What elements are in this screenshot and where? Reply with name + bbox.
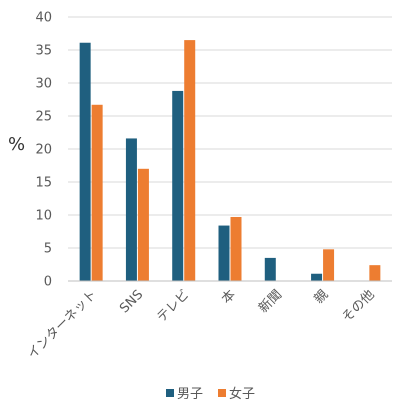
- bar-girls-0: [91, 104, 103, 281]
- bar-boys-5: [311, 273, 323, 281]
- y-tick-label: 30: [35, 77, 52, 92]
- bar-boys-1: [125, 138, 137, 281]
- bar-boys-0: [79, 42, 91, 281]
- x-category-label: 本: [219, 287, 239, 307]
- y-tick-label: 0: [44, 275, 52, 290]
- bar-boys-4: [264, 257, 276, 281]
- legend-swatch: [166, 389, 174, 397]
- legend-label: 男子: [177, 387, 203, 402]
- y-tick-label: 35: [35, 44, 52, 59]
- bar-girls-3: [230, 216, 242, 281]
- gridlines: [68, 16, 392, 249]
- x-category-label: SNS: [117, 287, 146, 316]
- bar-girls-5: [323, 249, 335, 281]
- bar-girls-6: [369, 265, 381, 281]
- y-axis-tick-labels: 0 5 10 15 20 25 30 35 40: [35, 11, 52, 290]
- bar-boys-2: [172, 90, 184, 281]
- y-tick-label: 40: [35, 11, 52, 26]
- legend-swatch: [218, 389, 226, 397]
- bar-girls-2: [184, 40, 196, 281]
- bar-girls-1: [137, 168, 149, 281]
- y-axis-label: %: [8, 134, 25, 155]
- x-category-label: テレビ: [154, 287, 192, 325]
- x-category-label: 親: [312, 287, 332, 307]
- legend-label: 女子: [229, 386, 255, 402]
- y-tick-label: 10: [35, 209, 52, 224]
- x-category-label: その他: [339, 287, 377, 325]
- y-tick-label: 20: [35, 143, 52, 158]
- legend: 男子 女子: [166, 386, 255, 402]
- y-tick-label: 25: [35, 110, 52, 125]
- bars: [79, 40, 381, 281]
- bar-boys-3: [218, 225, 230, 281]
- x-category-label: 新聞: [255, 287, 285, 317]
- y-tick-label: 15: [35, 176, 52, 191]
- x-axis-category-labels: インターネット SNS テレビ 本新聞 親その他: [25, 287, 378, 363]
- x-category-label: インターネット: [25, 287, 100, 362]
- y-tick-label: 5: [44, 242, 52, 257]
